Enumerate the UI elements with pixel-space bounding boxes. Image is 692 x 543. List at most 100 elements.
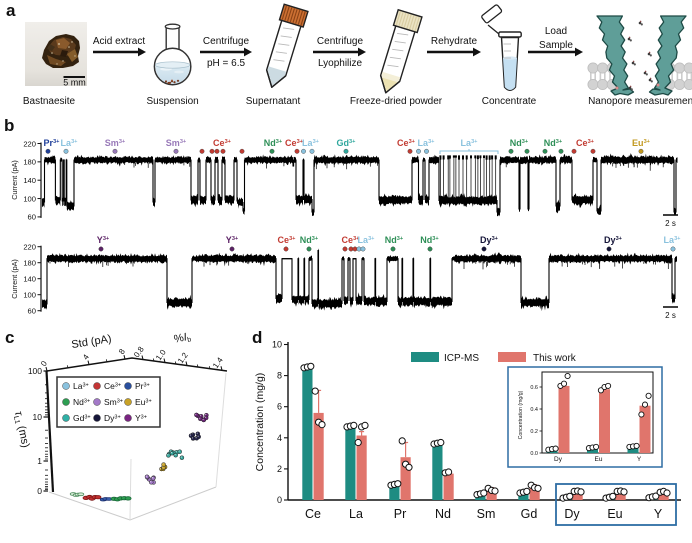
svg-text:Dy3+: Dy3+	[480, 235, 499, 245]
svg-text:220: 220	[23, 243, 36, 252]
svg-text:Eu: Eu	[595, 456, 603, 463]
svg-text:Centrifuge: Centrifuge	[203, 36, 250, 47]
svg-text:4: 4	[81, 352, 91, 361]
svg-text:La3+: La3+	[73, 381, 89, 391]
svg-text:0.4: 0.4	[530, 407, 538, 413]
svg-text:Nd3+: Nd3+	[544, 138, 563, 148]
svg-text:Freeze-dried powder: Freeze-dried powder	[350, 96, 443, 107]
svg-text:Current (pA): Current (pA)	[10, 259, 19, 299]
svg-text:La3+: La3+	[358, 235, 376, 245]
svg-text:Sm: Sm	[477, 507, 496, 521]
svg-text:Ce3+: Ce3+	[278, 235, 297, 245]
svg-text:Sm3+: Sm3+	[166, 138, 187, 148]
svg-text:Y3+: Y3+	[135, 413, 147, 423]
svg-text:Dy: Dy	[554, 456, 563, 463]
svg-text:Ce3+: Ce3+	[576, 138, 595, 148]
svg-text:Gd3+: Gd3+	[73, 413, 91, 423]
svg-text:4: 4	[277, 433, 282, 443]
svg-text:Ce: Ce	[305, 507, 321, 521]
svg-text:100: 100	[23, 194, 36, 203]
svg-text:Gd3+: Gd3+	[337, 138, 357, 148]
svg-text:Dy3+: Dy3+	[104, 413, 121, 423]
svg-text:Nd3+: Nd3+	[510, 138, 529, 148]
svg-text:8: 8	[117, 347, 127, 356]
svg-text:60: 60	[28, 213, 36, 222]
svg-text:140: 140	[23, 275, 36, 284]
svg-text:Concentration (mg/g): Concentration (mg/g)	[518, 390, 524, 439]
svg-text:Nd3+: Nd3+	[420, 235, 439, 245]
svg-text:La3+: La3+	[302, 138, 320, 148]
svg-text:Pr3+: Pr3+	[44, 138, 61, 148]
svg-text:Load: Load	[545, 26, 567, 37]
svg-text:Y3+: Y3+	[226, 235, 239, 245]
svg-text:Nanopore measurement: Nanopore measurement	[588, 96, 692, 107]
svg-text:c: c	[5, 328, 14, 347]
svg-text:La3+: La3+	[664, 235, 682, 245]
svg-text:La3+: La3+	[418, 138, 436, 148]
svg-text:τL1 (ms): τL1 (ms)	[11, 410, 31, 449]
svg-text:Y3+: Y3+	[97, 235, 110, 245]
svg-text:Lyophilize: Lyophilize	[318, 58, 363, 69]
svg-text:Pr3+: Pr3+	[135, 381, 150, 391]
svg-text:0: 0	[37, 486, 42, 496]
svg-text:La3+: La3+	[461, 138, 479, 148]
svg-text:2 s: 2 s	[665, 311, 676, 320]
svg-text:Acid extract: Acid extract	[93, 36, 145, 47]
svg-text:Y: Y	[654, 507, 663, 521]
svg-text:Nd3+: Nd3+	[264, 138, 283, 148]
svg-text:180: 180	[23, 158, 36, 167]
svg-text:La: La	[349, 507, 363, 521]
svg-text:220: 220	[23, 139, 36, 148]
svg-text:Current (pA): Current (pA)	[10, 160, 19, 200]
svg-text:Ce3+: Ce3+	[397, 138, 416, 148]
svg-text:Ce3+: Ce3+	[285, 138, 304, 148]
svg-text:10: 10	[272, 340, 282, 350]
svg-text:Nd3+: Nd3+	[300, 235, 319, 245]
svg-text:Eu: Eu	[607, 507, 622, 521]
svg-text:2: 2	[277, 464, 282, 474]
svg-text:Eu3+: Eu3+	[632, 138, 651, 148]
svg-text:Y: Y	[637, 456, 642, 463]
svg-text:Sm3+: Sm3+	[105, 138, 126, 148]
svg-text:Bastnaesite: Bastnaesite	[23, 96, 76, 107]
svg-text:Nd: Nd	[435, 507, 451, 521]
svg-text:Rehydrate: Rehydrate	[431, 36, 478, 47]
svg-text:60: 60	[28, 307, 36, 316]
svg-text:1: 1	[37, 456, 42, 466]
svg-text:a: a	[6, 1, 16, 20]
svg-text:Concentration (mg/g): Concentration (mg/g)	[254, 373, 266, 472]
svg-text:Dy3+: Dy3+	[604, 235, 623, 245]
svg-text:Centrifuge: Centrifuge	[317, 36, 364, 47]
svg-text:Suspension: Suspension	[146, 96, 198, 107]
svg-text:Ce3+: Ce3+	[104, 381, 121, 391]
svg-text:100: 100	[23, 291, 36, 300]
svg-text:d: d	[252, 328, 262, 347]
svg-text:ICP-MS: ICP-MS	[444, 353, 479, 364]
svg-text:0: 0	[39, 359, 49, 368]
svg-text:Nd3+: Nd3+	[385, 235, 404, 245]
svg-text:La3+: La3+	[61, 138, 79, 148]
svg-text:Ce3+: Ce3+	[342, 235, 361, 245]
svg-text:140: 140	[23, 176, 36, 185]
svg-text:Nd3+: Nd3+	[73, 397, 90, 407]
svg-text:Sm3+: Sm3+	[104, 397, 123, 407]
svg-text:180: 180	[23, 259, 36, 268]
svg-text:0: 0	[277, 495, 282, 505]
svg-text:6: 6	[277, 402, 282, 412]
svg-text:0.2: 0.2	[530, 429, 538, 435]
svg-text:10: 10	[33, 412, 43, 422]
svg-text:This work: This work	[533, 353, 577, 364]
svg-text:Pr: Pr	[394, 507, 407, 521]
svg-text:2 s: 2 s	[665, 219, 676, 228]
svg-text:Ce3+: Ce3+	[213, 138, 232, 148]
svg-text:Sample: Sample	[539, 40, 573, 51]
svg-text:100: 100	[28, 366, 42, 376]
svg-text:8: 8	[277, 371, 282, 381]
svg-text:b: b	[4, 116, 14, 135]
svg-text:Supernatant: Supernatant	[246, 96, 301, 107]
svg-text:5 mm: 5 mm	[63, 78, 86, 88]
svg-text:Eu3+: Eu3+	[135, 397, 152, 407]
svg-text:Concentrate: Concentrate	[482, 96, 537, 107]
svg-text:Gd: Gd	[521, 507, 538, 521]
svg-text:0.6: 0.6	[530, 385, 538, 391]
